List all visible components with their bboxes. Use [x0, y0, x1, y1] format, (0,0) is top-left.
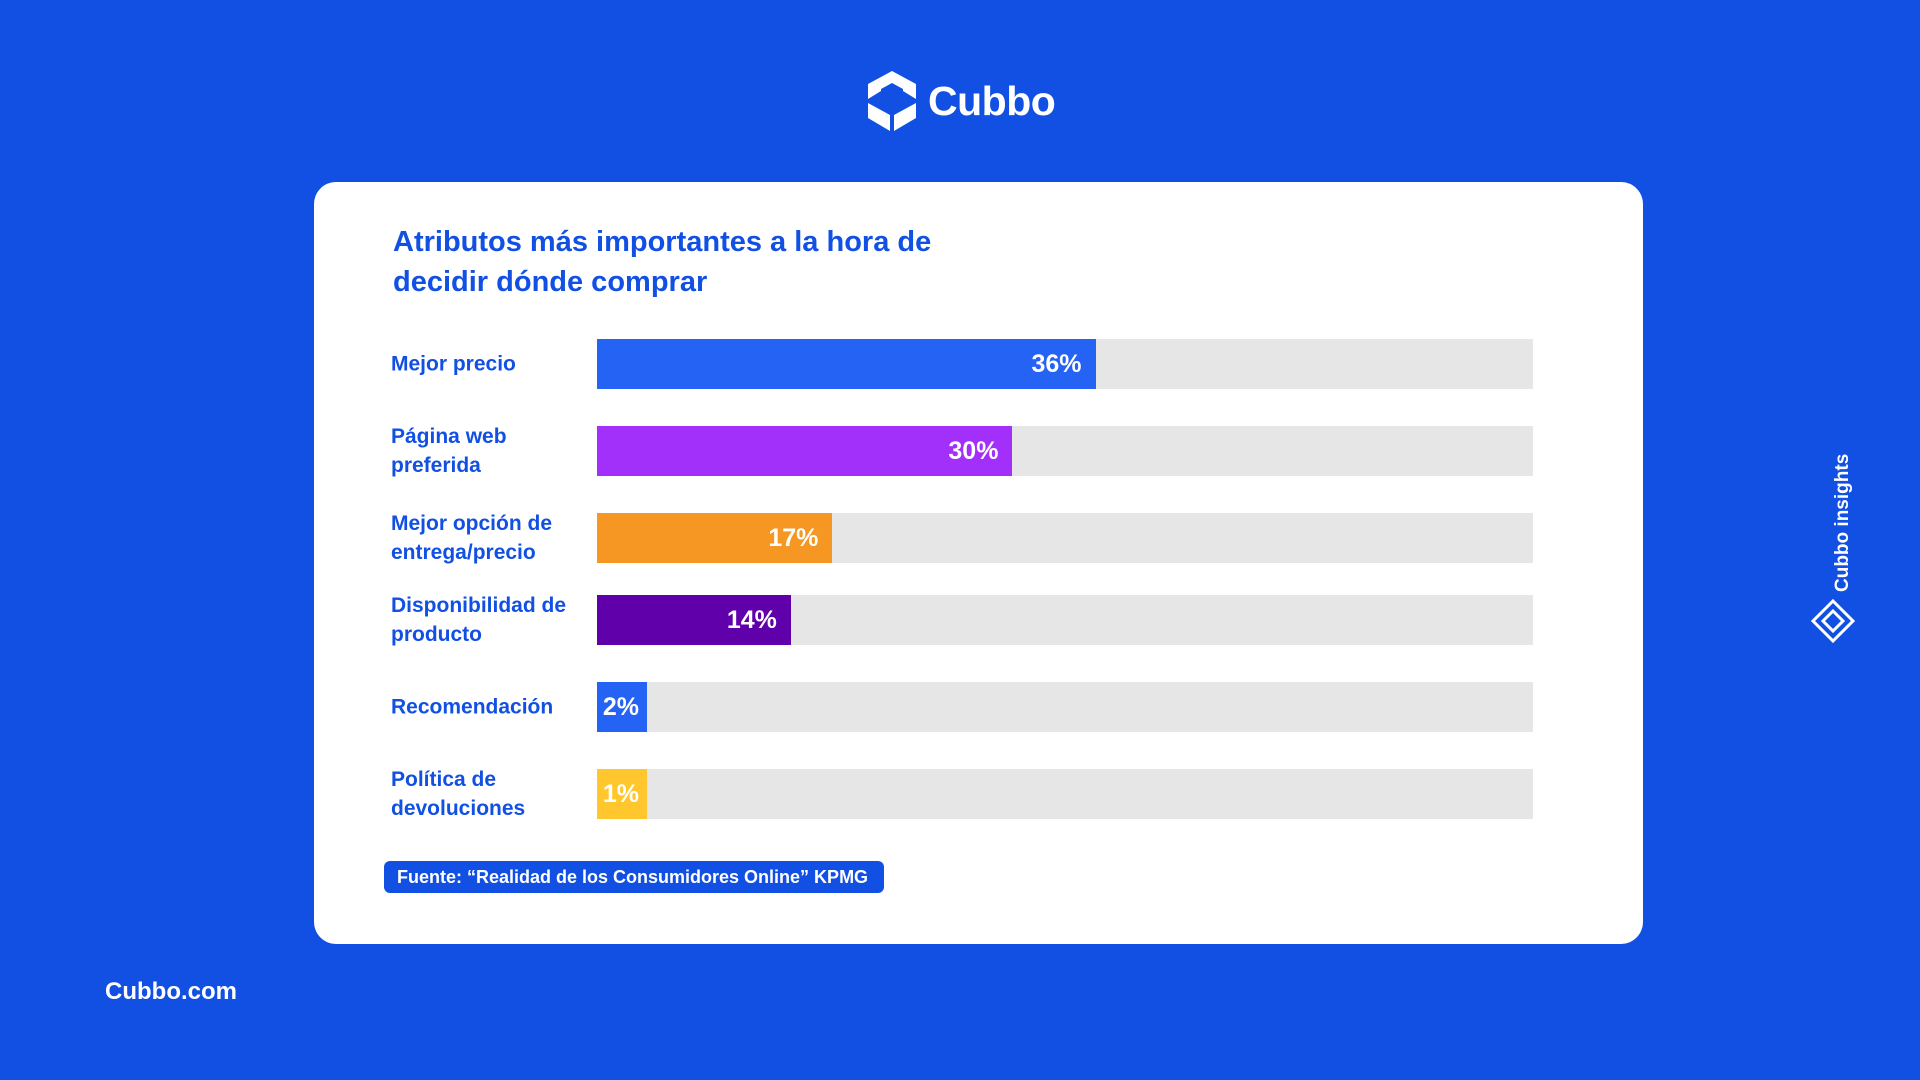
bar-row: Disponibilidad de producto 14%: [391, 594, 1571, 646]
bar: 36%: [597, 339, 1096, 389]
chart-title: Atributos más importantes a la hora de d…: [393, 226, 932, 298]
bar: 2%: [597, 682, 647, 732]
chart-card: Atributos más importantes a la hora de d…: [314, 182, 1643, 944]
bar-row: Mejor precio 36%: [391, 339, 1571, 389]
category-label: Política de devoluciones: [391, 768, 526, 820]
value-label: 1%: [602, 780, 639, 808]
category-label: Mejor precio: [391, 352, 516, 376]
bar: 1%: [597, 769, 647, 819]
value-label: 2%: [602, 693, 639, 721]
bar-track: 30%: [597, 426, 1533, 476]
side-label: Cubbo insights: [1832, 453, 1853, 592]
bar-track: 2%: [597, 682, 1533, 732]
bar: 30%: [597, 426, 1013, 476]
value-label: 36%: [1031, 350, 1082, 378]
cubbo-logo: Cubbo: [866, 68, 1056, 134]
bar-track: 14%: [597, 595, 1533, 645]
cube-logo-icon: [868, 71, 916, 131]
value-label: 17%: [768, 524, 819, 552]
bar-row: Página web preferida 30%: [391, 425, 1571, 477]
value-label: 14%: [726, 606, 777, 634]
category-label: Recomendación: [391, 695, 554, 719]
category-label: Mejor opción de entrega/precio: [391, 512, 553, 564]
bar-track: 17%: [597, 513, 1533, 563]
bar: 17%: [597, 513, 833, 563]
bar-track: 1%: [597, 769, 1533, 819]
source-badge: Fuente: “Realidad de los Consumidores On…: [384, 861, 885, 893]
side-branding: Cubbo insights: [1810, 430, 1856, 650]
bar-row: Recomendación 2%: [391, 682, 1571, 732]
bar: 14%: [597, 595, 791, 645]
bar-row: Política de devoluciones 1%: [391, 768, 1571, 820]
brand-name: Cubbo: [928, 77, 1056, 124]
bar-track: 36%: [597, 339, 1533, 389]
footer-url[interactable]: Cubbo.com: [105, 978, 237, 1005]
value-label: 30%: [948, 437, 999, 465]
bar-row: Mejor opción de entrega/precio 17%: [391, 512, 1571, 564]
category-label: Página web preferida: [391, 425, 507, 477]
category-label: Disponibilidad de producto: [391, 594, 567, 646]
diamond-layers-icon: [1810, 598, 1856, 644]
